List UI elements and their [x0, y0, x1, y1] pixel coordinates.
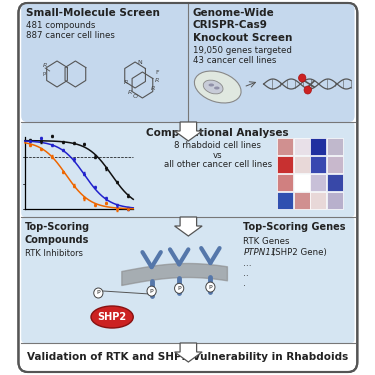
Bar	[327, 192, 343, 209]
Text: vs: vs	[213, 151, 222, 160]
Text: Computational Analyses: Computational Analyses	[146, 128, 289, 138]
Bar	[327, 138, 343, 155]
Ellipse shape	[214, 87, 220, 90]
Circle shape	[147, 286, 156, 296]
Bar	[310, 138, 326, 155]
Text: ..: ..	[243, 269, 249, 278]
Bar	[310, 192, 326, 209]
Text: Validation of RTK and SHP2 Vulnerability in Rhabdoids: Validation of RTK and SHP2 Vulnerability…	[27, 352, 348, 363]
Bar	[327, 174, 343, 191]
Text: .: .	[243, 279, 246, 288]
Circle shape	[298, 74, 306, 82]
Bar	[294, 174, 310, 191]
Text: P: P	[177, 286, 181, 291]
Text: PTPN11: PTPN11	[243, 248, 277, 257]
Bar	[327, 156, 343, 173]
Text: RTK Inhibitors: RTK Inhibitors	[25, 249, 83, 258]
Text: R: R	[128, 90, 132, 95]
FancyBboxPatch shape	[21, 3, 355, 122]
Bar	[310, 156, 326, 173]
Ellipse shape	[91, 306, 133, 328]
Bar	[310, 174, 326, 191]
Text: 481 compounds: 481 compounds	[26, 21, 95, 30]
Polygon shape	[175, 217, 202, 236]
Text: Genome-Wide
CRISPR-Cas9
Knockout Screen: Genome-Wide CRISPR-Cas9 Knockout Screen	[193, 8, 292, 43]
Text: SHP2: SHP2	[98, 312, 127, 322]
Circle shape	[175, 284, 184, 293]
Bar	[294, 192, 310, 209]
Circle shape	[206, 282, 215, 292]
Circle shape	[304, 86, 311, 94]
Ellipse shape	[194, 71, 241, 103]
Text: ...: ...	[243, 259, 252, 268]
Text: R: R	[42, 63, 47, 68]
Bar	[294, 156, 310, 173]
Text: P: P	[150, 289, 153, 294]
FancyBboxPatch shape	[21, 217, 355, 343]
Bar	[294, 138, 310, 155]
Text: Top-Scoring
Compounds: Top-Scoring Compounds	[25, 222, 90, 245]
Circle shape	[94, 288, 103, 298]
Text: RTK Genes: RTK Genes	[243, 237, 290, 246]
Bar	[278, 138, 293, 155]
Bar	[278, 192, 293, 209]
Polygon shape	[175, 122, 202, 141]
Text: 887 cancer cell lines: 887 cancer cell lines	[26, 31, 115, 40]
Text: P: P	[42, 72, 46, 77]
Text: N: N	[137, 60, 142, 65]
Text: O: O	[132, 94, 137, 99]
Text: P: P	[209, 285, 212, 290]
Text: R: R	[155, 78, 160, 83]
Text: 19,050 genes targeted: 19,050 genes targeted	[193, 46, 292, 55]
Text: 8 rhabdoid cell lines: 8 rhabdoid cell lines	[174, 141, 261, 150]
Text: R: R	[124, 80, 129, 85]
Text: F: F	[155, 70, 159, 75]
Text: P: P	[96, 291, 100, 296]
Text: R: R	[151, 86, 155, 91]
FancyBboxPatch shape	[21, 122, 355, 217]
Text: all other cancer cell lines: all other cancer cell lines	[164, 160, 272, 169]
Ellipse shape	[203, 80, 223, 94]
Polygon shape	[175, 343, 202, 362]
Text: 43 cancer cell lines: 43 cancer cell lines	[193, 56, 276, 65]
FancyBboxPatch shape	[18, 3, 357, 372]
Ellipse shape	[209, 84, 214, 87]
Text: Top-Scoring Genes: Top-Scoring Genes	[243, 222, 346, 232]
Bar	[278, 156, 293, 173]
Text: (SHP2 Gene): (SHP2 Gene)	[269, 248, 327, 257]
Bar	[278, 174, 293, 191]
Text: Small-Molecule Screen: Small-Molecule Screen	[26, 8, 160, 18]
